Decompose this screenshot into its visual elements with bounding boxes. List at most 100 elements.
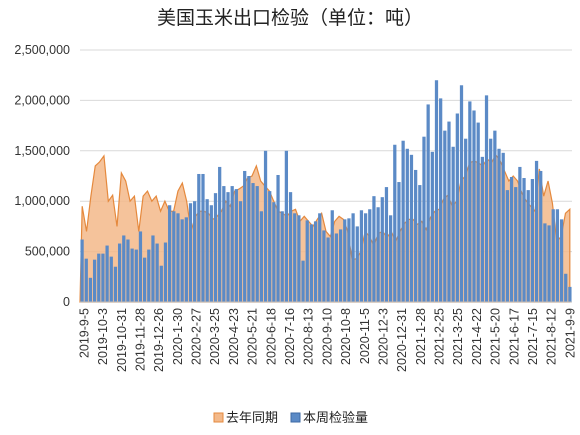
bar: [168, 205, 172, 302]
bar: [209, 205, 213, 302]
bar: [497, 148, 501, 302]
x-tick-label: 2019-9-5: [77, 308, 91, 358]
bar: [280, 211, 284, 302]
bar: [318, 213, 322, 302]
bar: [101, 253, 105, 302]
bar: [355, 226, 359, 302]
bar: [259, 211, 263, 302]
bar: [305, 220, 309, 302]
bar: [547, 225, 551, 302]
bar: [543, 223, 547, 302]
y-tick-label: 1,500,000: [14, 144, 70, 158]
bar: [151, 235, 155, 302]
bar: [222, 186, 226, 302]
legend-swatch-prior-year: [213, 412, 224, 423]
bar: [243, 170, 247, 302]
bar: [134, 249, 138, 302]
bar: [426, 104, 430, 303]
bar: [263, 150, 268, 302]
bar: [564, 273, 568, 302]
bar: [230, 186, 234, 302]
legend-label-weekly: 本周检验量: [303, 410, 368, 426]
chart-title: 美国玉米出口检验（单位：吨）: [157, 7, 423, 29]
bar: [268, 191, 272, 302]
bar: [559, 219, 564, 302]
bar: [88, 277, 93, 302]
bar: [493, 130, 497, 302]
bar: [201, 173, 205, 302]
x-tick-label: 2021-2-25: [433, 308, 447, 365]
bar: [380, 197, 384, 302]
bar: [418, 185, 422, 302]
bar: [255, 186, 259, 302]
bar: [443, 130, 447, 302]
x-tick-label: 2020-4-23: [227, 308, 241, 365]
x-tick-label: 2020-9-10: [320, 308, 334, 365]
bar: [530, 179, 535, 302]
bar: [159, 265, 163, 302]
bar: [330, 210, 334, 302]
bar: [226, 192, 230, 302]
bar: [272, 202, 276, 302]
bar: [297, 215, 301, 302]
bar: [526, 190, 530, 302]
bar: [84, 258, 88, 302]
x-axis-ticks: 2019-9-5 2019-10-3 2019-10-31 2019-11-28 201…: [77, 308, 577, 372]
bar: [451, 146, 455, 302]
bar: [434, 80, 439, 303]
bar: [326, 237, 330, 302]
x-tick-label: 2021-3-25: [451, 308, 465, 365]
bar: [322, 230, 326, 302]
bar: [347, 218, 351, 302]
bar: [105, 245, 109, 302]
x-tick-label: 2019-12-26: [152, 308, 166, 372]
bar: [205, 199, 209, 302]
bar: [464, 138, 468, 302]
y-tick-label: 2,500,000: [14, 43, 70, 57]
bar: [218, 166, 222, 302]
bar: [509, 177, 514, 302]
x-tick-label: 2020-1-30: [171, 308, 185, 365]
bar: [351, 213, 355, 302]
x-tick-label: 2021-4-22: [470, 308, 484, 365]
bar: [551, 209, 555, 302]
x-tick-label: 2020-6-18: [264, 308, 278, 365]
bar: [113, 266, 118, 302]
bar: [147, 249, 151, 302]
bar: [476, 122, 480, 302]
y-axis-ticks: 0 500,000 1,000,000 1,500,000 2,000,000 2,500…: [14, 43, 70, 309]
bar: [247, 176, 251, 302]
bar: [176, 213, 180, 302]
bar: [334, 233, 339, 302]
x-tick-label: 2020-11-5: [358, 308, 372, 364]
bar: [117, 243, 122, 302]
legend-swatch-weekly: [290, 412, 301, 423]
bar: [405, 148, 409, 302]
bar: [455, 113, 459, 302]
bar: [92, 259, 97, 302]
bar: [447, 121, 451, 302]
x-tick-label: 2020-3-25: [208, 308, 222, 365]
bar: [534, 160, 539, 302]
y-tick-label: 2,000,000: [14, 93, 70, 107]
bar: [180, 219, 184, 302]
bar: [234, 189, 238, 302]
bar: [401, 140, 405, 302]
bar: [293, 213, 297, 302]
bar: [363, 213, 368, 302]
y-tick-label: 1,000,000: [14, 194, 70, 208]
x-tick-label: 2019-10-3: [96, 308, 110, 365]
bar: [251, 183, 255, 302]
bar: [188, 203, 193, 302]
bar: [459, 85, 464, 302]
bar: [568, 286, 572, 302]
bar: [372, 196, 376, 302]
bar: [359, 210, 364, 302]
bar: [505, 190, 509, 302]
bar: [301, 260, 305, 302]
x-tick-label: 2021-9-9: [563, 308, 577, 358]
bar: [501, 152, 505, 302]
bar-series: [80, 80, 572, 303]
